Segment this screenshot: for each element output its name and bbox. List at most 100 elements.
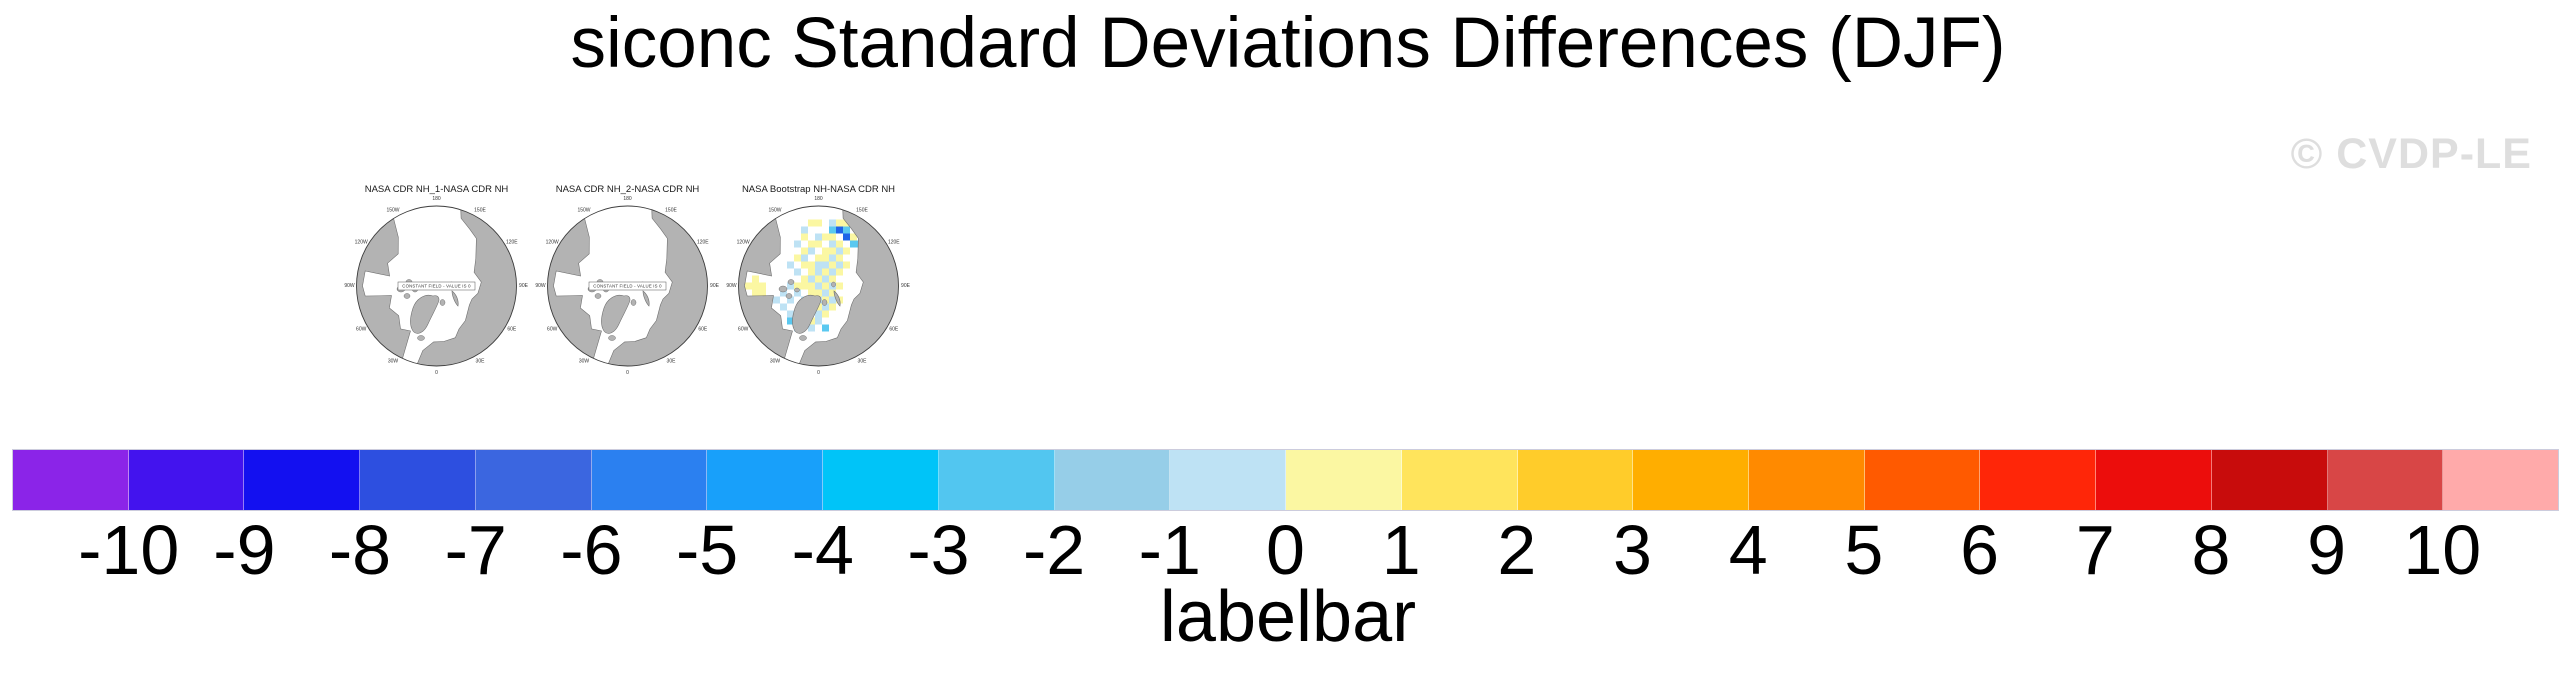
- anomaly-cell: [836, 268, 843, 276]
- colorbar-box: [360, 450, 476, 510]
- anomaly-cell: [815, 268, 822, 276]
- colorbar-box: [244, 450, 361, 510]
- colorbar-box: [591, 450, 708, 510]
- ring-label: 60W: [547, 327, 558, 333]
- colorbar-box: [2096, 450, 2212, 510]
- colorbar: [12, 449, 2559, 511]
- anomaly-cell: [759, 289, 766, 297]
- land-shape: [410, 294, 440, 334]
- ring-label: 30W: [388, 358, 399, 364]
- map-rim-circle: [547, 205, 708, 367]
- anomaly-cell: [780, 303, 787, 311]
- anomaly-cell: [808, 289, 815, 297]
- colorbar-box: [13, 450, 129, 510]
- colorbar-box: [2443, 450, 2559, 510]
- island-shape: [785, 293, 793, 299]
- anomaly-cell: [794, 289, 801, 297]
- anomaly-cell: [829, 268, 836, 276]
- island-shape: [787, 279, 795, 285]
- land-shape: [642, 290, 650, 307]
- ring-label: 150E: [474, 208, 486, 214]
- ring-label: 150W: [386, 208, 399, 214]
- colorbar-tick-label: -9: [213, 511, 276, 589]
- colorbar-caption: labelbar: [1159, 577, 1417, 657]
- colorbar-box: [1633, 450, 1750, 510]
- ring-label: 120W: [546, 240, 559, 246]
- ring-label: 120W: [355, 240, 368, 246]
- island-shape: [594, 293, 602, 299]
- island-shape: [831, 281, 836, 288]
- anomaly-cell: [822, 254, 829, 262]
- colorbar-box: [707, 450, 824, 510]
- anomaly-cell: [836, 261, 843, 269]
- colorbar-box: [1170, 450, 1287, 510]
- colorbar-tick-label: 6: [1960, 511, 2000, 589]
- colorbar-box: [1980, 450, 2097, 510]
- anomaly-cell: [815, 282, 822, 290]
- island-shape: [821, 299, 828, 306]
- anomaly-cell: [808, 282, 815, 290]
- anomaly-cell: [759, 282, 766, 290]
- anomaly-cell: [815, 233, 822, 241]
- island-shape: [799, 335, 807, 341]
- anomaly-cell: [801, 282, 808, 290]
- colorbar-tick-label: 4: [1728, 511, 1768, 589]
- colorbar-box: [1401, 450, 1518, 510]
- colorbar-tick-label: -4: [791, 511, 854, 589]
- ring-label: 90E: [901, 283, 911, 289]
- anomaly-cell: [843, 226, 850, 234]
- map-panels-row: NASA CDR NH_1-NASA CDR NH 180 150E 120E 90E…: [341, 184, 914, 378]
- ring-label: 120E: [506, 240, 518, 246]
- ring-label: 0: [817, 370, 820, 376]
- island-shape: [417, 335, 425, 341]
- map-panel: NASA CDR NH_1-NASA CDR NH 180 150E 120E 90E…: [341, 184, 532, 378]
- anomaly-cell: [808, 219, 815, 227]
- map-rim-circle: [356, 205, 517, 367]
- colorbar-box: [1864, 450, 1981, 510]
- ring-label: 60E: [698, 327, 708, 333]
- map-panel-title: NASA CDR NH_2-NASA CDR NH: [555, 184, 700, 195]
- anomaly-cell: [815, 261, 822, 269]
- colorbar-tick-label: 3: [1613, 511, 1652, 589]
- colorbar-box: [1517, 450, 1634, 510]
- anomaly-cell: [815, 310, 822, 318]
- anomaly-cell: [836, 254, 843, 262]
- anomaly-cell: [836, 240, 843, 248]
- anomaly-cell: [843, 247, 850, 255]
- island-shape: [630, 299, 637, 306]
- ring-label: 30W: [770, 358, 781, 364]
- colorbar-tick-label: 1: [1381, 511, 1421, 589]
- page-title: siconc Standard Deviations Differences (…: [570, 4, 2006, 83]
- constant-field-note: CONSTANT FIELD - VALUE IS 0: [402, 284, 471, 289]
- ring-label: 0: [435, 370, 438, 376]
- anomaly-cell: [829, 219, 836, 227]
- anomaly-cell: [850, 240, 857, 248]
- colorbar-tick-label: 0: [1266, 511, 1305, 589]
- colorbar-tick-label: 5: [1844, 511, 1884, 589]
- anomaly-cell: [787, 261, 794, 269]
- anomaly-cell: [822, 324, 829, 332]
- anomaly-cell: [829, 233, 836, 241]
- polar-map-svg: 180 150E 120E 90E 60E 30E 0 30W 60W 90W 120W 150W CO…: [535, 196, 719, 376]
- anomaly-cell: [808, 275, 815, 283]
- colorbar-tick-label: 2: [1497, 511, 1537, 589]
- colorbar-tick-label: -1: [1138, 511, 1201, 589]
- anomaly-cell: [829, 261, 836, 269]
- map-panel-title: NASA Bootstrap NH-NASA CDR NH: [741, 184, 896, 195]
- colorbar-tick-label: -10: [78, 511, 180, 589]
- anomaly-cell: [822, 261, 829, 269]
- anomaly-cell: [815, 317, 822, 325]
- anomaly-cell: [822, 247, 829, 255]
- anomaly-cell: [808, 240, 815, 248]
- anomaly-cell: [801, 233, 808, 241]
- ring-label: 150W: [768, 208, 781, 214]
- anomaly-cell: [822, 303, 829, 311]
- constant-field-note: CONSTANT FIELD - VALUE IS 0: [593, 284, 662, 289]
- anomaly-cell: [822, 310, 829, 318]
- ring-label: 30W: [579, 358, 590, 364]
- colorbar-tick-label: -5: [675, 511, 739, 589]
- anomaly-cell: [752, 289, 759, 297]
- ring-label: 0: [626, 370, 629, 376]
- anomaly-cell: [815, 275, 822, 283]
- anomaly-cell: [836, 219, 843, 227]
